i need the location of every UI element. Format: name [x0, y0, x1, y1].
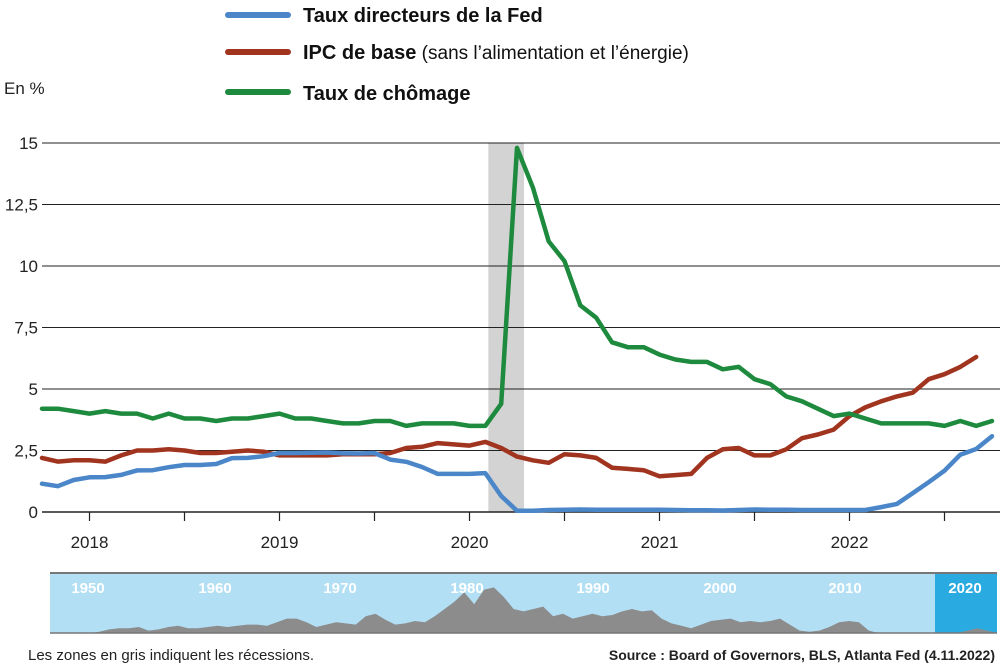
legend-label-core-cpi-bold: IPC de base — [303, 42, 416, 64]
overview-decade-label: 1990 — [576, 580, 609, 597]
y-tick-label: 2,5 — [14, 442, 38, 461]
series-lines — [39, 145, 995, 514]
y-tick-label: 5 — [29, 380, 38, 399]
overview-strip: 1950 1960 1970 1980 1990 2000 2010 2020 — [50, 572, 997, 634]
overview-decade-label: 2020 — [948, 580, 981, 597]
overview-decade-label: 1950 — [71, 580, 104, 597]
overview-highlight — [935, 573, 997, 633]
overview-decade-label: 1960 — [198, 580, 231, 597]
y-tick-label: 7,5 — [14, 319, 38, 338]
y-axis-label: En % — [4, 79, 45, 98]
legend-label-fed: Taux directeurs de la Fed — [303, 5, 543, 27]
x-ticks: 2018 2019 2020 2021 2022 — [71, 512, 946, 552]
overview-decade-label: 2000 — [703, 580, 736, 597]
unemployment-line — [39, 145, 995, 429]
y-tick-label: 12,5 — [5, 196, 38, 215]
legend-label-unemployment: Taux de chômage — [303, 83, 470, 105]
overview-decade-label: 1970 — [323, 580, 356, 597]
x-tick-label: 2018 — [71, 533, 109, 552]
y-ticks: 0 2,5 5 7,5 10 12,5 15 — [5, 134, 38, 522]
x-tick-label: 2022 — [831, 533, 869, 552]
legend-label-core-cpi: IPC de base (sans l’alimentation et l’én… — [303, 42, 689, 64]
footnote: Les zones en gris indiquent les récessio… — [28, 647, 314, 664]
overview-decade-label: 1980 — [450, 580, 483, 597]
legend-label-core-cpi-extra: (sans l’alimentation et l’énergie) — [416, 43, 688, 64]
x-tick-label: 2021 — [641, 533, 679, 552]
x-tick-label: 2019 — [261, 533, 299, 552]
y-tick-label: 15 — [19, 134, 38, 153]
overview-unemployment-silhouette — [50, 587, 997, 633]
core-cpi-line — [39, 354, 979, 479]
x-tick-label: 2020 — [451, 533, 489, 552]
fed-rate-line — [39, 433, 995, 514]
y-tick-label: 10 — [19, 257, 38, 276]
y-tick-label: 0 — [29, 503, 38, 522]
source: Source : Board of Governors, BLS, Atlant… — [609, 647, 995, 663]
legend: Taux directeurs de la Fed IPC de base (s… — [225, 5, 689, 105]
overview-decade-labels: 1950 1960 1970 1980 1990 2000 2010 2020 — [71, 580, 981, 597]
overview-decade-label: 2010 — [828, 580, 861, 597]
